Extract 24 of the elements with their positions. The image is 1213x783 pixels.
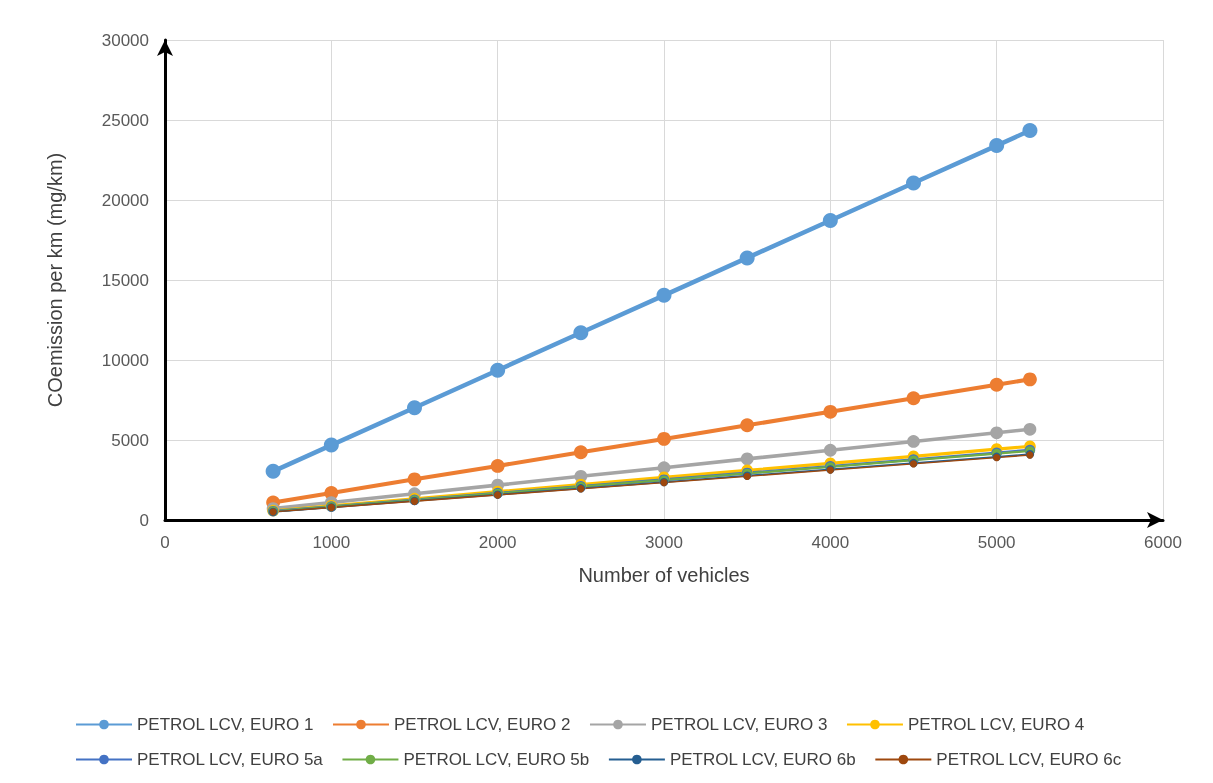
x-axis-title: Number of vehicles (578, 564, 750, 586)
y-tick-label: 20000 (101, 190, 149, 210)
legend-label: PETROL LCV, EURO 2 (393, 715, 571, 734)
legend-label: PETROL LCV, EURO 4 (907, 715, 1085, 734)
x-tick-label: 6000 (1144, 533, 1182, 552)
x-tick-label: 1000 (312, 533, 351, 552)
y-tick-label: 15000 (101, 270, 149, 290)
y-tick-label: 25000 (101, 110, 149, 130)
legend-label: PETROL LCV, EURO 6b (669, 750, 856, 769)
x-tick-label: 4000 (811, 533, 850, 552)
y-tick-label: 5000 (111, 430, 149, 450)
legend-label: PETROL LCV, EURO 6c (936, 750, 1122, 769)
x-tick-label: 0 (160, 533, 170, 552)
x-tick-label: 2000 (478, 533, 517, 552)
legend-label: PETROL LCV, EURO 3 (650, 715, 828, 734)
x-tick-label: 3000 (645, 533, 683, 552)
x-tick-label: 5000 (977, 533, 1016, 552)
y-axis-title: COemission per km (mg/km) (44, 152, 66, 408)
legend-label: PETROL LCV, EURO 1 (137, 715, 314, 734)
legend-label: PETROL LCV, EURO 5b (403, 750, 590, 769)
legend-label: PETROL LCV, EURO 5a (137, 750, 324, 769)
y-tick-label: 10000 (101, 350, 149, 370)
y-tick-label: 30000 (101, 30, 149, 50)
y-tick-label: 0 (139, 510, 149, 530)
